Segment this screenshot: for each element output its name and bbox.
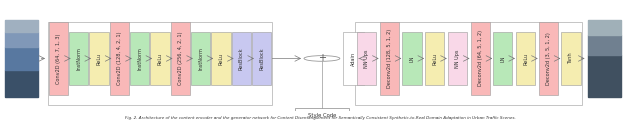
Bar <box>588 20 621 36</box>
FancyBboxPatch shape <box>171 22 190 95</box>
Text: NN Ups: NN Ups <box>455 49 460 68</box>
Bar <box>588 55 621 97</box>
FancyBboxPatch shape <box>295 108 349 123</box>
Text: Tanh: Tanh <box>568 53 573 64</box>
Text: InstNorm: InstNorm <box>198 47 204 70</box>
FancyBboxPatch shape <box>516 32 535 85</box>
Text: ReLu: ReLu <box>157 52 163 65</box>
FancyBboxPatch shape <box>150 32 170 85</box>
Bar <box>5 47 38 70</box>
FancyBboxPatch shape <box>49 22 68 95</box>
Bar <box>5 20 38 32</box>
Text: LN: LN <box>500 55 506 62</box>
Bar <box>588 36 621 55</box>
Text: NN Ups: NN Ups <box>364 49 369 68</box>
Text: ReLu: ReLu <box>432 52 437 65</box>
FancyBboxPatch shape <box>357 32 376 85</box>
FancyBboxPatch shape <box>191 32 211 85</box>
FancyBboxPatch shape <box>130 32 149 85</box>
Circle shape <box>304 56 340 61</box>
Text: InstNorm: InstNorm <box>76 47 81 70</box>
Bar <box>588 20 621 97</box>
Text: ReLu: ReLu <box>523 52 528 65</box>
Text: Fig. 2. Architecture of the content encoder and the generator network for Conten: Fig. 2. Architecture of the content enco… <box>125 116 515 120</box>
FancyBboxPatch shape <box>470 22 490 95</box>
Text: Conv2D (64, 7, 1, 3): Conv2D (64, 7, 1, 3) <box>56 33 61 84</box>
Text: Conv2D (256, 4, 2, 1): Conv2D (256, 4, 2, 1) <box>178 32 183 85</box>
Text: Adain: Adain <box>351 51 356 66</box>
FancyBboxPatch shape <box>539 22 558 95</box>
Text: Deconv2d (64, 5, 1, 2): Deconv2d (64, 5, 1, 2) <box>477 30 483 86</box>
FancyBboxPatch shape <box>252 32 271 85</box>
Text: InstNorm: InstNorm <box>137 47 142 70</box>
FancyBboxPatch shape <box>380 22 399 95</box>
Text: ReLu: ReLu <box>97 52 101 65</box>
FancyBboxPatch shape <box>425 32 444 85</box>
FancyBboxPatch shape <box>90 32 109 85</box>
FancyBboxPatch shape <box>109 22 129 95</box>
Text: ReLu: ReLu <box>219 52 223 65</box>
Text: ResBlock: ResBlock <box>259 47 264 70</box>
Bar <box>5 70 38 97</box>
Text: Deconv2d (128, 5, 1, 2): Deconv2d (128, 5, 1, 2) <box>387 29 392 88</box>
FancyBboxPatch shape <box>232 32 251 85</box>
FancyBboxPatch shape <box>493 32 513 85</box>
Bar <box>5 20 38 97</box>
Text: Deconv2d (3, 5, 1, 2): Deconv2d (3, 5, 1, 2) <box>546 32 551 85</box>
Bar <box>5 32 38 47</box>
FancyBboxPatch shape <box>211 32 230 85</box>
FancyBboxPatch shape <box>343 32 364 85</box>
FancyBboxPatch shape <box>403 32 422 85</box>
Text: Style Code: Style Code <box>308 113 336 118</box>
Text: LN: LN <box>410 55 415 62</box>
FancyBboxPatch shape <box>69 32 88 85</box>
Text: Conv2D (128, 4, 2, 1): Conv2D (128, 4, 2, 1) <box>116 32 122 85</box>
Text: ResBlock: ResBlock <box>239 47 244 70</box>
FancyBboxPatch shape <box>561 32 580 85</box>
FancyBboxPatch shape <box>448 32 467 85</box>
Text: +: + <box>318 53 326 63</box>
